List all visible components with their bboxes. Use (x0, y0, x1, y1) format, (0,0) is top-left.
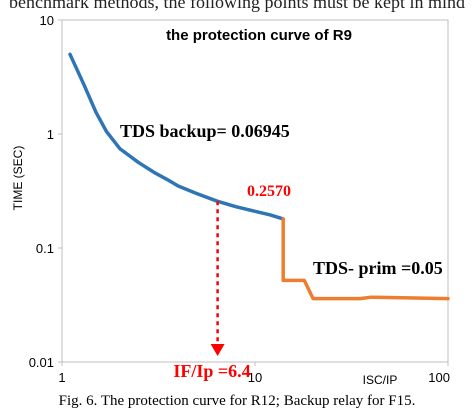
primary-curve-line (281, 217, 450, 301)
x-tick-label: 100 (428, 370, 450, 385)
y-tick-label: 1 (47, 127, 54, 142)
operating-point-marker (210, 201, 225, 356)
x-axis-label: ISC/IP (363, 373, 398, 387)
tds-backup-label: TDS backup= 0.06945 (120, 121, 290, 141)
y-tick-label: 10 (40, 13, 54, 28)
series-group (68, 52, 450, 301)
top-cropped-text: benchmark methods, the following points … (9, 0, 465, 12)
figure-caption: Fig. 6. The protection curve for R12; Ba… (59, 393, 416, 409)
axis-ticks: 10 1 0.1 0.01 1 10 100 (29, 13, 450, 385)
y-tick-label: 0.01 (29, 355, 54, 370)
point-value-label: 0.2570 (247, 183, 291, 200)
y-tick-label: 0.1 (36, 241, 54, 256)
x-tick-label: 10 (248, 370, 262, 385)
x-tick-label: 1 (58, 370, 65, 385)
backup-curve-line (68, 52, 285, 221)
chart-title: the protection curve of R9 (166, 27, 352, 44)
drop-arrow-head (210, 344, 225, 356)
tds-primary-label: TDS- prim =0.05 (313, 258, 443, 278)
y-axis-label: TIME (SEC) (11, 146, 25, 211)
if-ip-label: IF/Ip =6.4 (173, 361, 250, 381)
